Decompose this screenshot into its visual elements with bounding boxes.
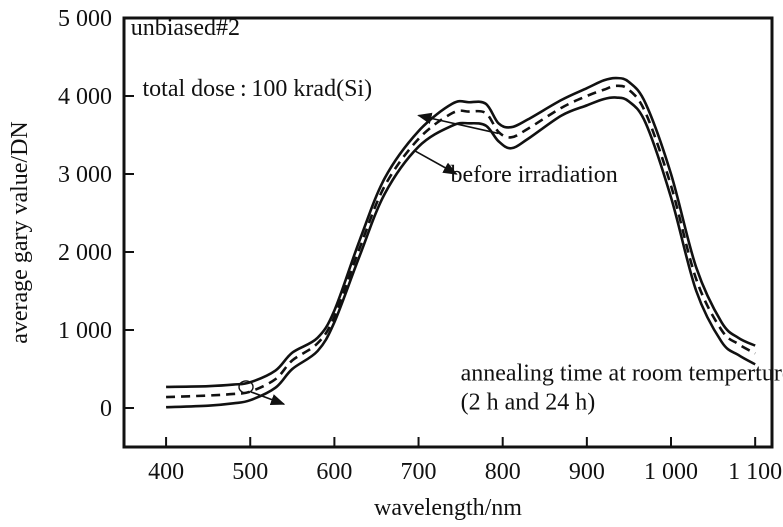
x-tick-label: 400 <box>148 459 184 485</box>
annotation-circle-marker <box>238 380 254 394</box>
x-tick-label: 900 <box>569 459 605 485</box>
x-tick-label: 500 <box>232 459 268 485</box>
x-tick-label: 800 <box>485 459 521 485</box>
annotation-unbiased: unbiased#2 <box>131 15 240 41</box>
series-line-3 <box>166 96 756 409</box>
y-tick-label: 5 000 <box>58 6 112 32</box>
x-tick-label: 1 100 <box>728 459 782 485</box>
annotation-arrow-total-dose <box>417 112 499 135</box>
annotation-arrow-before-irradiation <box>413 149 458 175</box>
x-tick-label: 700 <box>401 459 437 485</box>
x-tick-label: 600 <box>316 459 352 485</box>
annotation-before-irradiation: before irradiation <box>451 162 618 188</box>
series-line-1 <box>166 76 756 389</box>
y-tick-label: 4 000 <box>58 84 112 110</box>
plot-frame <box>122 16 774 449</box>
series-line-2 <box>166 84 756 399</box>
y-tick-label: 3 000 <box>58 162 112 188</box>
annotation-total-dose: total dose : 100 krad(Si) <box>143 76 373 102</box>
y-tick-label: 2 000 <box>58 240 112 266</box>
x-tick-label: 1 000 <box>644 459 698 485</box>
y-axis-title: average gary value/DN <box>7 121 33 344</box>
y-tick-label: 1 000 <box>58 318 112 344</box>
annotation-annealing-line2: (2 h and 24 h) <box>461 390 596 416</box>
y-tick-label: 0 <box>100 396 112 422</box>
x-axis-title: wavelength/nm <box>374 495 522 521</box>
annotation-annealing-line1: annealing time at room temperture <box>461 360 783 386</box>
annotation-arrow-annealing <box>250 391 286 406</box>
